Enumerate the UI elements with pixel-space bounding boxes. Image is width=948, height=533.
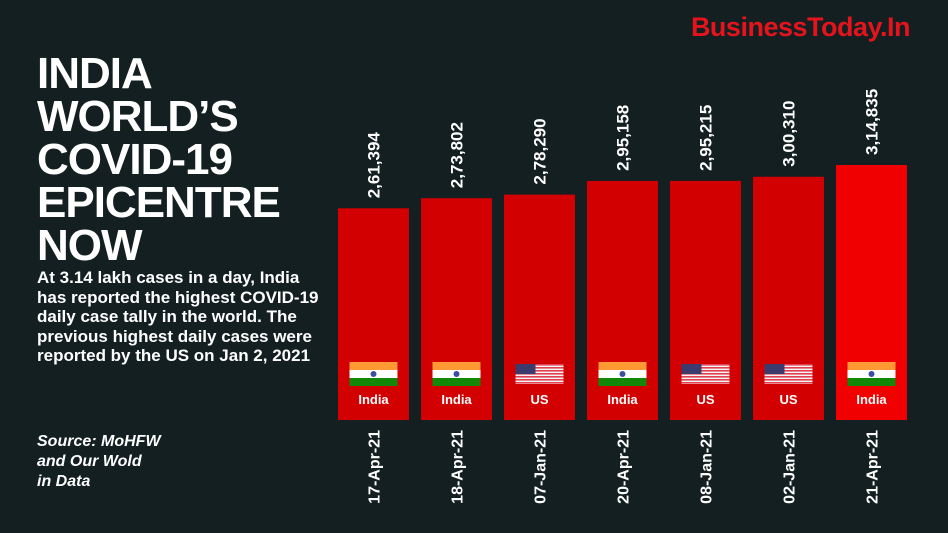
flag-stripe (349, 378, 398, 386)
flag-stripe (681, 379, 730, 381)
title-line: WORLD’S (37, 92, 239, 141)
flag-stripe (598, 362, 647, 370)
flag-stripe (681, 382, 730, 384)
data-label: 2,95,215 (697, 105, 716, 171)
country-label: India (856, 392, 887, 407)
india-flag-icon (432, 362, 481, 386)
flag-stripe (764, 367, 813, 369)
chakra (619, 371, 626, 377)
flag-stripe (681, 367, 730, 369)
page-title: INDIA WORLD’S COVID-19 EPICENTRE NOW (37, 49, 281, 270)
flag-stripe (764, 364, 813, 366)
us-flag-icon (764, 364, 813, 384)
title-line: EPICENTRE (37, 178, 281, 227)
flag-stripe (515, 373, 564, 375)
india-flag-icon (847, 362, 896, 386)
chakra (370, 371, 377, 377)
flag-stripe (681, 373, 730, 375)
flag-stripe (681, 370, 730, 372)
data-label: 2,78,290 (531, 118, 550, 184)
data-label: 2,95,158 (614, 105, 633, 171)
country-label: US (696, 392, 714, 407)
chakra (453, 371, 460, 377)
x-tick-label: 17-Apr-21 (367, 430, 384, 504)
flag-canton (515, 364, 536, 374)
data-label: 2,61,394 (365, 132, 384, 199)
flag-stripe (515, 370, 564, 372)
source-note: Source: MoHFW and Our Wold in Data (37, 433, 161, 490)
country-label: India (358, 392, 389, 407)
us-flag-icon (681, 364, 730, 384)
title-line: NOW (37, 221, 143, 270)
title-line: INDIA (37, 49, 153, 98)
flag-stripe (432, 378, 481, 386)
india-flag-icon (598, 362, 647, 386)
x-tick-label: 08-Jan-21 (699, 430, 716, 504)
x-tick-label: 21-Apr-21 (865, 430, 882, 504)
data-label: 3,14,835 (863, 89, 882, 155)
flag-stripe (515, 364, 564, 366)
flag-stripe (847, 378, 896, 386)
country-label: US (530, 392, 548, 407)
x-tick-label: 20-Apr-21 (616, 430, 633, 504)
flag-stripe (515, 376, 564, 378)
flag-stripe (515, 382, 564, 384)
flag-stripe (764, 382, 813, 384)
x-tick-label: 18-Apr-21 (450, 430, 467, 504)
flag-stripe (847, 362, 896, 370)
x-tick-label: 02-Jan-21 (782, 430, 799, 504)
india-flag-icon (349, 362, 398, 386)
bar (670, 180, 741, 420)
business-today-logo: BusinessToday.In (690, 12, 911, 42)
title-line: COVID-19 (37, 135, 233, 184)
flag-stripe (515, 379, 564, 381)
data-label: 2,73,802 (448, 122, 467, 188)
flag-stripe (764, 370, 813, 372)
data-label: 3,00,310 (780, 101, 799, 167)
description: At 3.14 lakh cases in a day, India has r… (37, 268, 319, 365)
bar (421, 198, 492, 420)
flag-stripe (681, 376, 730, 378)
flag-stripe (349, 362, 398, 370)
flag-canton (764, 364, 785, 374)
flag-canton (681, 364, 702, 374)
bar (338, 208, 409, 420)
flag-stripe (764, 376, 813, 378)
bar (504, 194, 575, 420)
us-flag-icon (515, 364, 564, 384)
flag-stripe (515, 367, 564, 369)
flag-stripe (681, 364, 730, 366)
flag-stripe (764, 373, 813, 375)
country-label: India (607, 392, 638, 407)
flag-stripe (598, 378, 647, 386)
chakra (868, 371, 875, 377)
flag-stripe (764, 379, 813, 381)
x-tick-label: 07-Jan-21 (533, 430, 550, 504)
flag-stripe (432, 362, 481, 370)
country-label: US (779, 392, 797, 407)
country-label: India (441, 392, 472, 407)
